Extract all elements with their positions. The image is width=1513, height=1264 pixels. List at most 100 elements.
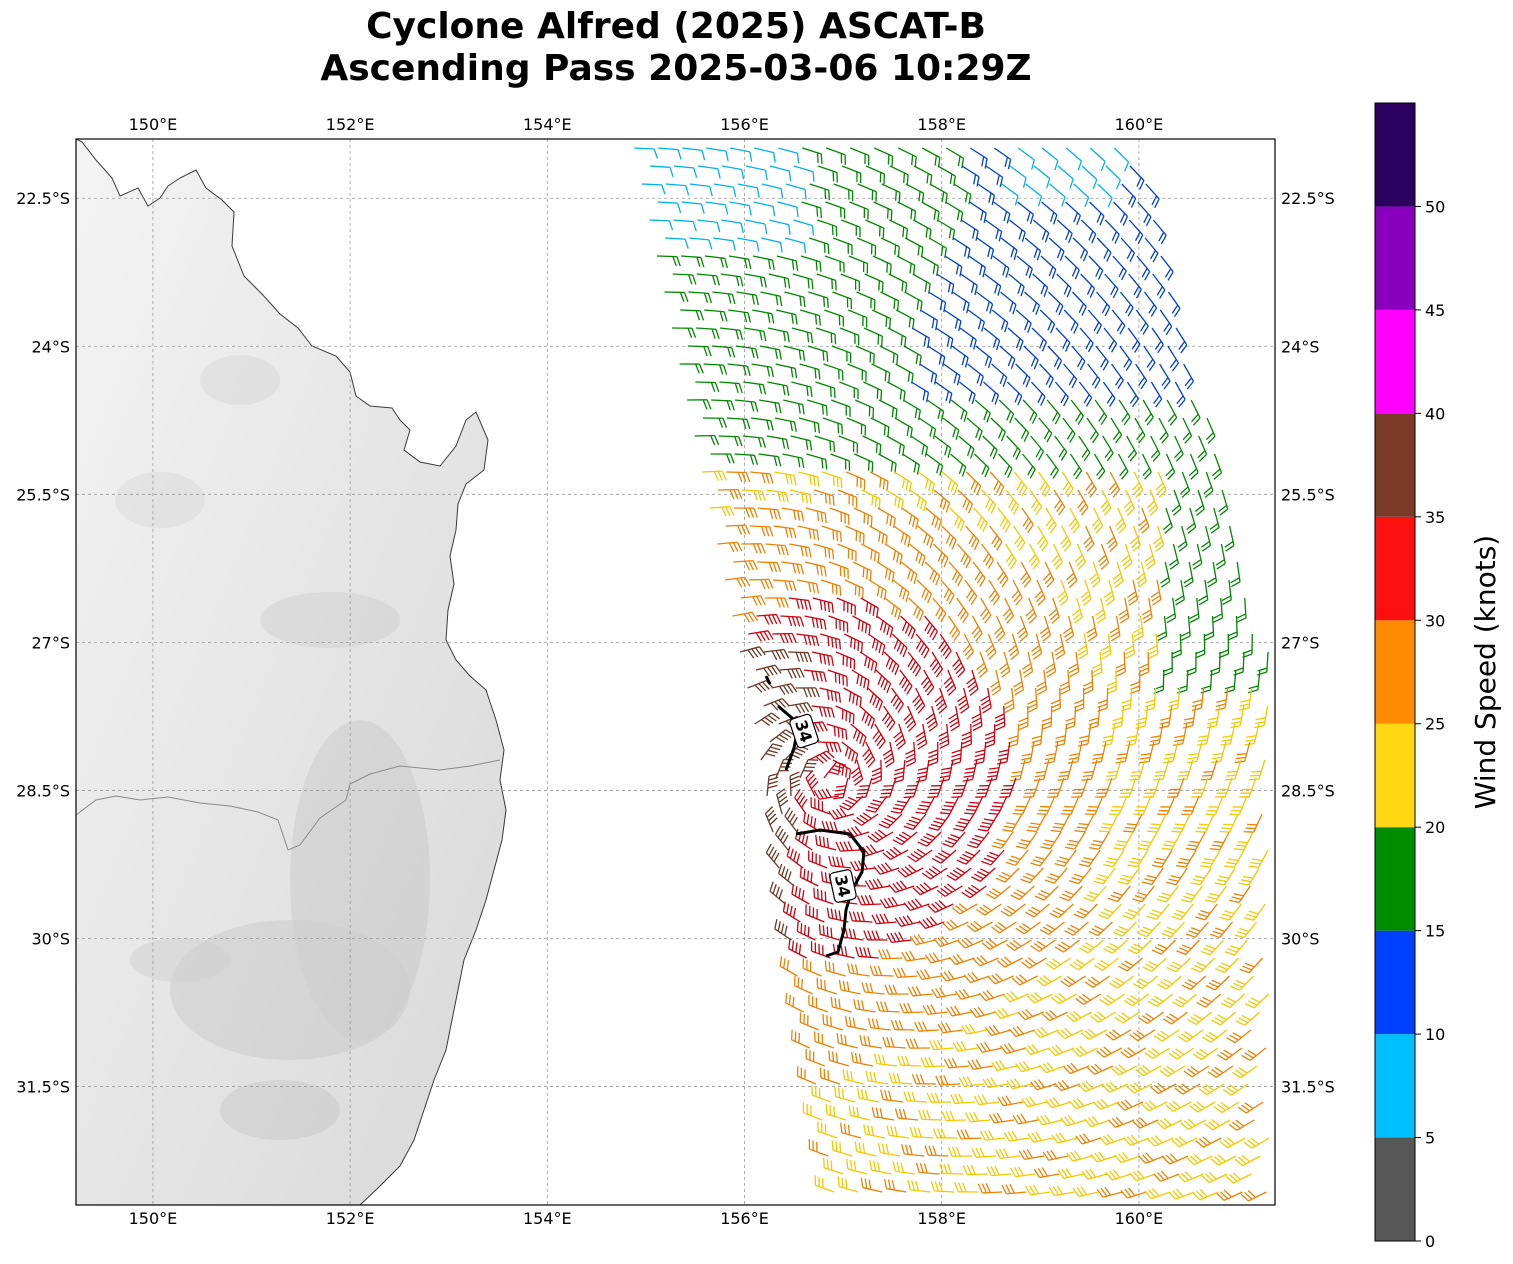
wind-barb <box>876 1001 900 1013</box>
wind-barb <box>1034 579 1046 606</box>
chart-title-line-1: Cyclone Alfred (2025) ASCAT-B <box>366 6 986 47</box>
wind-barb <box>939 795 960 815</box>
wind-barb <box>781 507 805 522</box>
wind-barb <box>1013 471 1028 497</box>
wind-barb <box>1166 957 1191 973</box>
wind-barb <box>1204 885 1227 904</box>
wind-barb <box>799 363 821 380</box>
wind-barb <box>1153 1029 1180 1042</box>
wind-barb <box>877 1142 901 1157</box>
wind-barb <box>1071 597 1084 624</box>
wind-barb <box>905 1038 930 1049</box>
wind-barb <box>1174 1083 1201 1095</box>
wind-barb <box>809 183 831 201</box>
wind-barb <box>1225 1172 1252 1184</box>
wind-barb <box>1068 651 1080 678</box>
wind-barb <box>1002 991 1029 1003</box>
wind-barb <box>1206 561 1218 588</box>
wind-barb <box>881 705 896 732</box>
wind-barb <box>1066 1150 1093 1162</box>
wind-barb <box>1079 327 1094 353</box>
wind-barb <box>1030 1079 1057 1091</box>
wind-barb <box>807 345 829 362</box>
wind-barb <box>1066 561 1078 588</box>
wind-barb <box>634 147 658 159</box>
wind-barb <box>1040 255 1057 279</box>
wind-barb <box>1215 957 1239 974</box>
wind-barb <box>1215 687 1229 711</box>
wind-barb <box>1044 741 1059 765</box>
wind-barb <box>710 453 735 464</box>
wind-barb <box>958 381 976 405</box>
wind-barb <box>791 381 813 398</box>
wind-barb <box>1216 1189 1243 1202</box>
wind-barb <box>839 795 864 811</box>
wind-barb <box>830 399 851 417</box>
wind-barb <box>1085 471 1097 498</box>
wind-barb <box>1141 597 1153 624</box>
wind-barb <box>771 683 798 695</box>
wind-barb <box>1110 417 1123 444</box>
wind-barb <box>1160 561 1171 588</box>
wind-barb <box>802 1102 823 1121</box>
wind-barb <box>1165 453 1176 480</box>
wind-barb <box>1083 885 1107 902</box>
wind-barb <box>873 1053 897 1067</box>
wind-barb <box>1180 1118 1207 1130</box>
wind-barb <box>1123 813 1143 833</box>
wind-barb <box>994 705 1006 731</box>
wind-barb <box>1057 165 1074 189</box>
wind-barb <box>777 201 799 218</box>
wind-barb <box>1151 327 1164 354</box>
wind-barb <box>919 363 938 385</box>
wind-barb <box>736 291 759 306</box>
wind-barb <box>793 975 813 995</box>
wind-barb <box>1231 1065 1258 1079</box>
wind-barb <box>721 165 745 180</box>
wind-barb <box>950 399 968 423</box>
wind-barb <box>848 911 873 923</box>
wind-barb <box>816 273 837 291</box>
wind-barb <box>1103 849 1125 868</box>
lat-tick-label-left: 30°S <box>31 930 70 949</box>
wind-barb <box>1022 453 1036 479</box>
wind-barb <box>1180 615 1191 641</box>
wind-barb <box>971 867 996 882</box>
wind-barb <box>869 1160 892 1175</box>
wind-barb <box>1238 867 1260 886</box>
wind-barb <box>1206 705 1221 729</box>
wind-barb <box>1180 885 1203 903</box>
colorbar-tick-label: 15 <box>1425 922 1445 941</box>
wind-barb <box>1095 777 1113 798</box>
wind-barb <box>1063 363 1078 389</box>
wind-barb <box>824 309 845 327</box>
wind-barb <box>961 165 980 187</box>
wind-barb <box>967 1059 993 1070</box>
wind-barb <box>889 219 908 239</box>
wind-barb <box>1026 992 1053 1004</box>
wind-barb <box>1138 507 1150 534</box>
wind-barb <box>1080 579 1092 606</box>
wind-barb <box>845 525 865 545</box>
wind-barb <box>735 399 759 412</box>
wind-barb <box>1025 903 1050 918</box>
wind-barb <box>834 1086 856 1103</box>
wind-barb <box>949 507 965 532</box>
wind-barb <box>672 273 697 285</box>
wind-barb <box>918 417 937 440</box>
wind-barb <box>913 165 933 186</box>
wind-barb <box>976 291 994 314</box>
wind-barb <box>1134 417 1146 444</box>
wind-barb <box>702 417 728 428</box>
wind-barb <box>1030 939 1056 952</box>
wind-barb <box>697 165 721 179</box>
wind-barb <box>705 201 729 215</box>
wind-barb <box>1095 345 1109 371</box>
wind-barb <box>982 1077 1009 1089</box>
wind-barb <box>829 507 850 525</box>
wind-barb <box>1013 525 1026 552</box>
wind-barb <box>1099 813 1119 833</box>
wind-barb <box>1186 507 1197 534</box>
wind-barb <box>1081 1168 1108 1180</box>
wind-barb <box>1083 669 1094 695</box>
